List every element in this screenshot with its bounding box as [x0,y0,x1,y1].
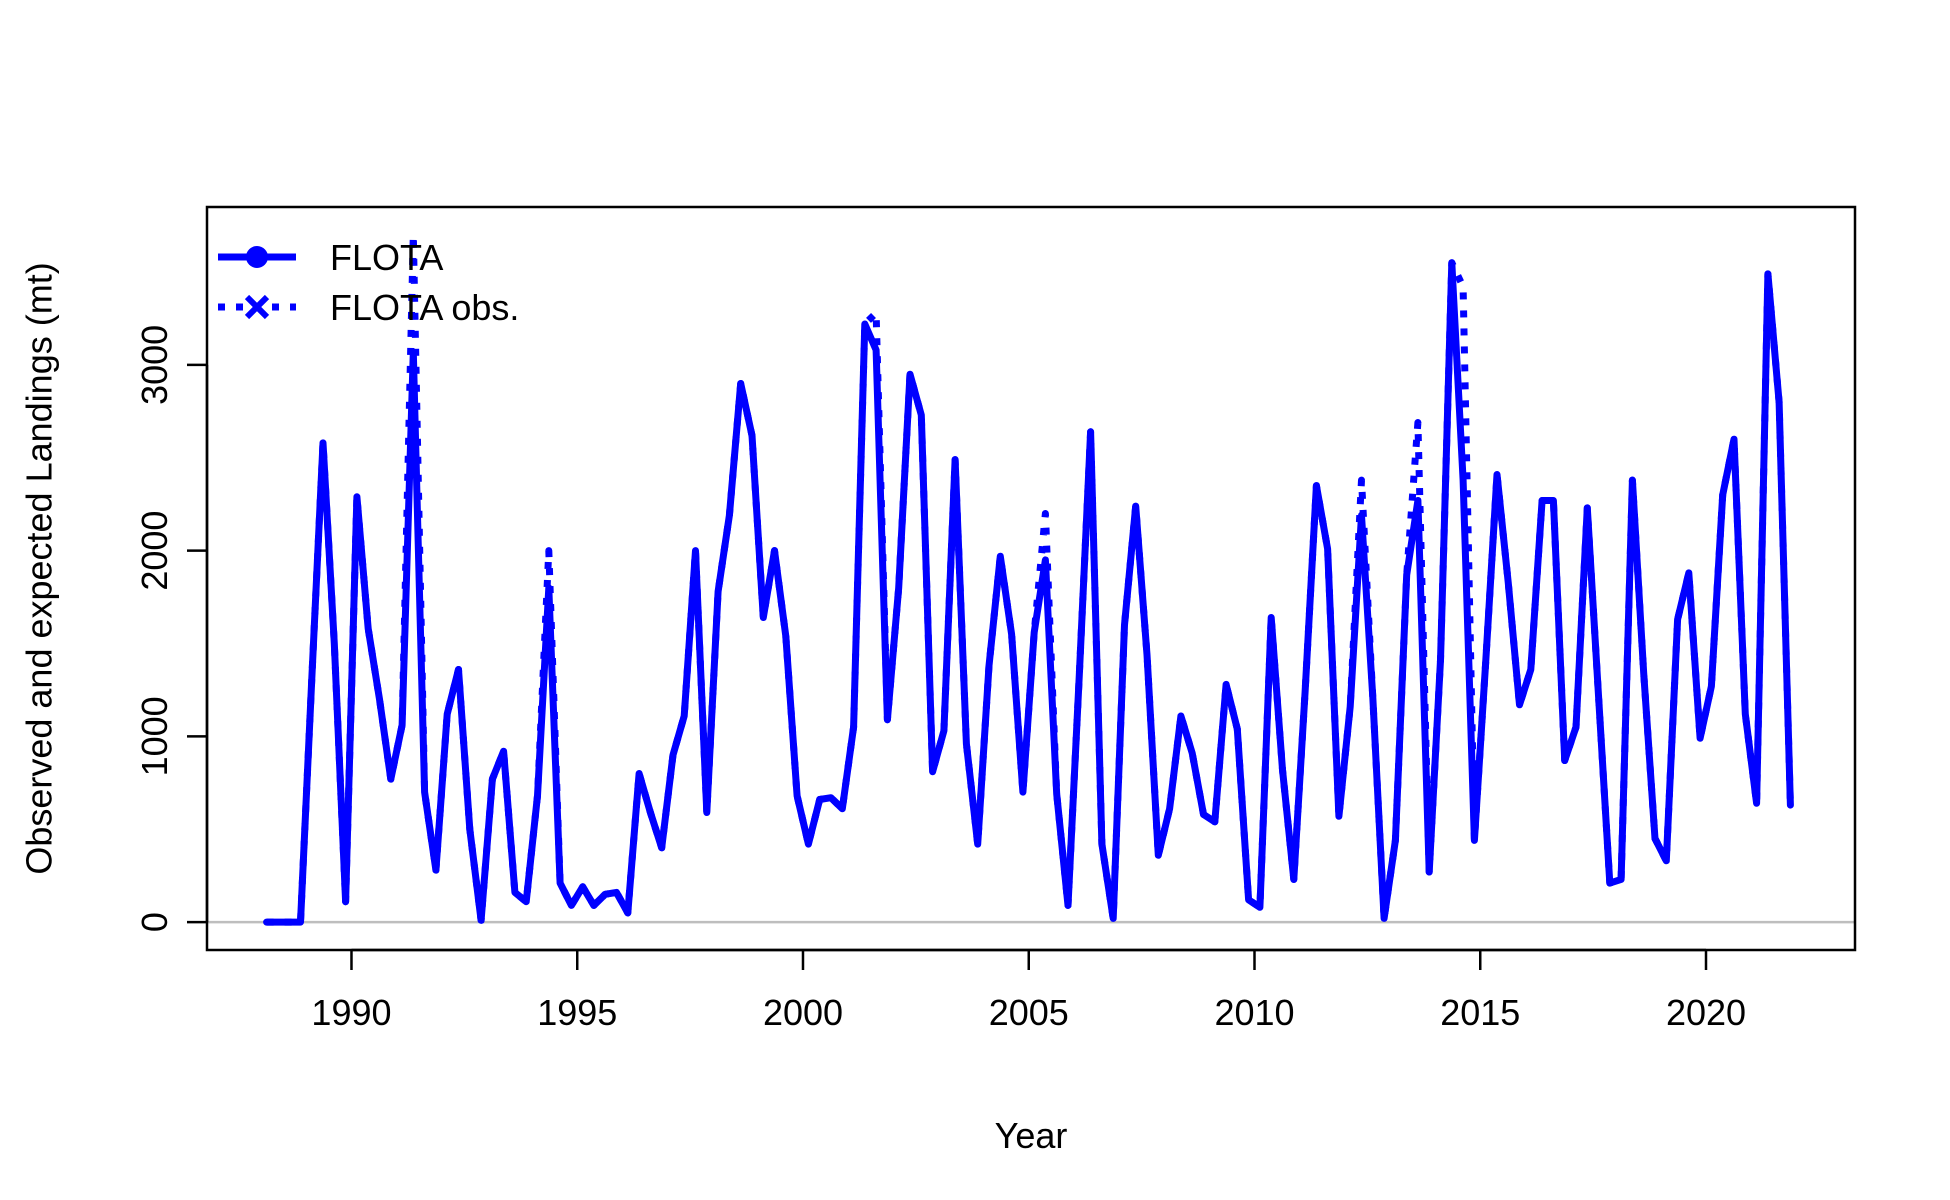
y-tick-label: 2000 [134,511,175,591]
x-tick-label: 2005 [989,992,1069,1033]
y-axis: 0 1000 2000 3000 [134,325,209,932]
y-axis-label: Observed and expected Landings (mt) [19,262,60,874]
legend-cross-icon [244,294,270,320]
x-tick-label: 2015 [1440,992,1520,1033]
x-axis: 1990 1995 2000 2005 2010 2015 2020 [311,948,1746,1033]
x-tick-label: 2000 [763,992,843,1033]
series-layer [263,231,1794,926]
legend-circle-icon [246,246,268,268]
x-tick-label: 2020 [1666,992,1746,1033]
x-tick-label: 1995 [537,992,617,1033]
y-tick-label: 0 [134,912,175,932]
y-tick-label: 3000 [134,325,175,405]
series-line-flota [263,259,1794,926]
x-axis-label: Year [995,1115,1068,1156]
y-tick-label: 1000 [134,696,175,776]
series-line-flota-obs [266,231,1794,926]
legend-label-flota-obs: FLOTA obs. [330,287,519,328]
legend-label-flota: FLOTA [330,237,443,278]
x-tick-label: 2010 [1214,992,1294,1033]
x-tick-label: 1990 [311,992,391,1033]
legend: FLOTA FLOTA obs. [218,237,519,328]
cross-stroke [244,294,270,320]
